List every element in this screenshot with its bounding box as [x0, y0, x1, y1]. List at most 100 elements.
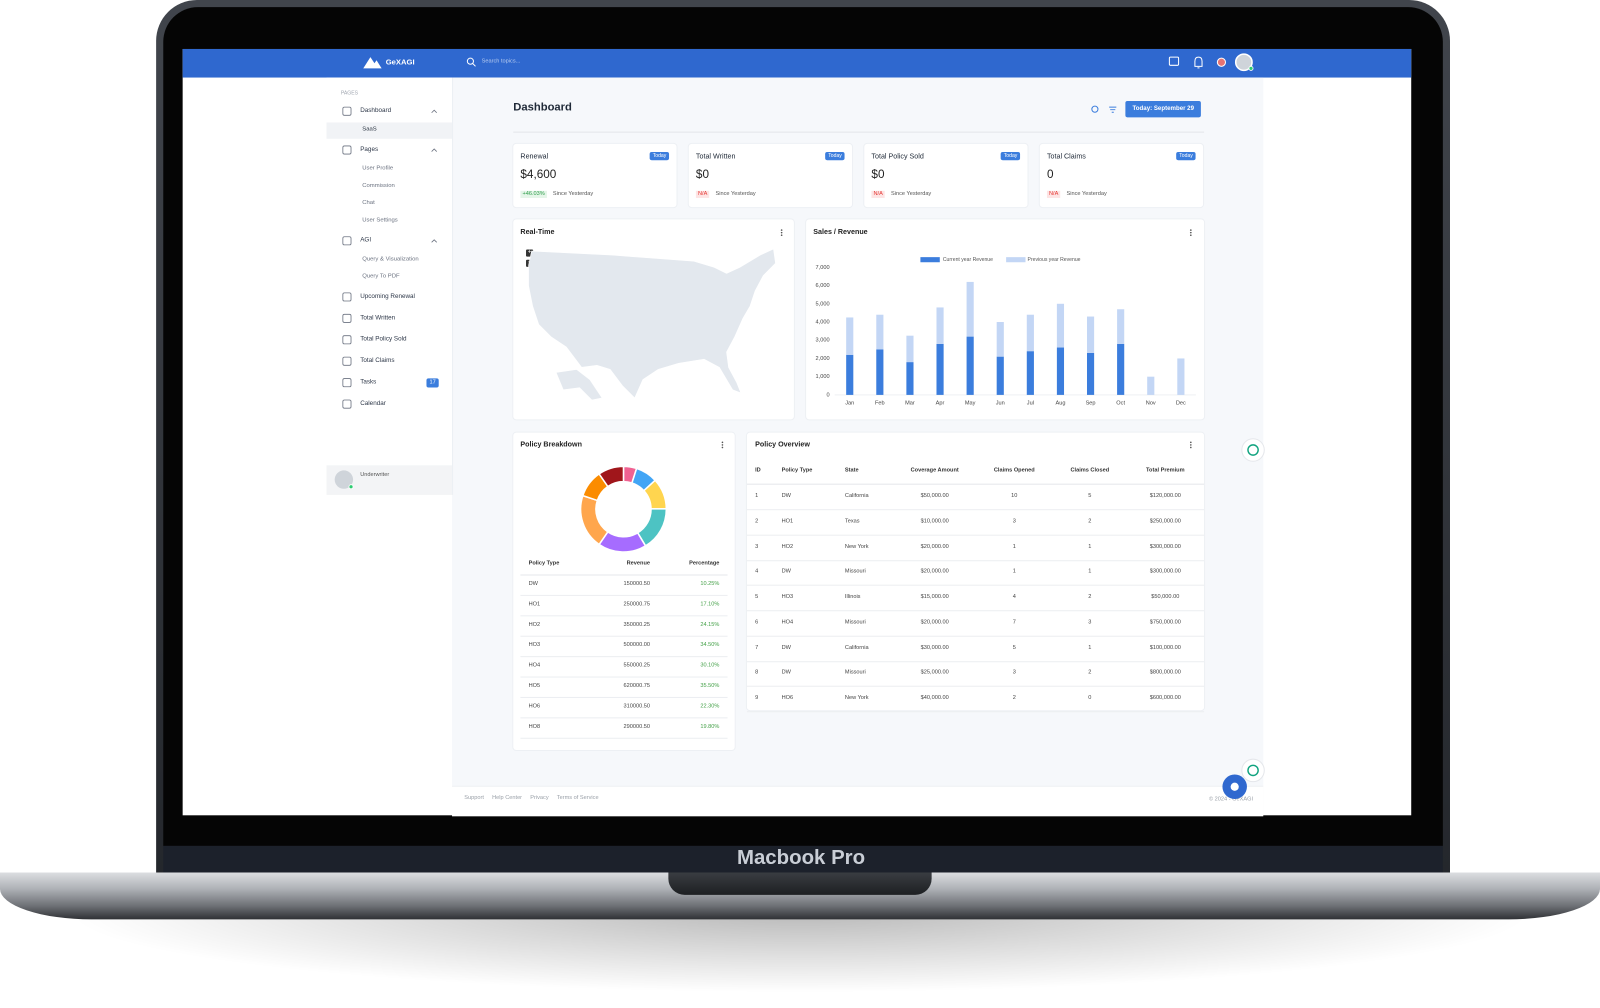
table-cell: 2	[1088, 594, 1092, 601]
table-header: Coverage Amount	[910, 467, 959, 474]
table-cell: $750,000.00	[1149, 619, 1181, 626]
nav-item[interactable]: Dashboard	[360, 107, 392, 115]
table-cell: 2	[1088, 669, 1092, 677]
table-header: Claims Closed	[1070, 467, 1110, 474]
table-cell: $20,000.00	[920, 619, 949, 626]
table-cell: 0	[1088, 695, 1092, 702]
footer-link[interactable]: Help Center	[492, 794, 523, 802]
table-cell: HO3	[781, 594, 794, 601]
overview-panel	[746, 432, 1205, 711]
table-rule	[746, 584, 1205, 586]
top-bar	[182, 48, 1412, 78]
table-header: ID	[755, 467, 761, 474]
table-cell: $300,000.00	[1149, 568, 1181, 575]
table-cell: 24.15%	[700, 621, 720, 628]
card-value: $4,600	[520, 168, 557, 181]
nav-subitem[interactable]: Commission	[362, 182, 395, 189]
card-change: N/A	[695, 190, 710, 199]
table-cell: 19.80%	[700, 723, 720, 730]
card-footer: N/A Since Yesterday	[871, 190, 1024, 199]
table-cell: HO4	[781, 619, 794, 626]
table-rule	[520, 574, 728, 576]
table-cell: 3	[1012, 518, 1016, 525]
table-rule	[520, 635, 728, 637]
nav-item[interactable]: Total Policy Sold	[360, 335, 407, 343]
table-cell: $30,000.00	[920, 644, 949, 651]
table-cell: 620000.75	[623, 682, 650, 690]
table-cell: $50,000.00	[920, 493, 949, 500]
stat-card	[688, 143, 853, 208]
table-cell: 500000.00	[623, 642, 650, 649]
nav-subitem[interactable]: SaaS	[362, 126, 377, 133]
search-input[interactable]: Search topics...	[481, 58, 521, 65]
table-cell: 35.50%	[700, 682, 720, 690]
table-cell: DW	[781, 493, 791, 500]
table-cell: HO5	[528, 682, 541, 690]
table-cell: HO2	[781, 543, 794, 550]
nav-item[interactable]: Calendar	[360, 399, 386, 408]
card-change: +46.03%	[520, 190, 547, 199]
nav-subitem[interactable]: User Settings	[362, 217, 398, 224]
table-cell: $600,000.00	[1149, 695, 1181, 702]
table-header: Percentage	[689, 560, 720, 567]
panel-title: Policy Breakdown	[520, 441, 582, 449]
table-cell: $120,000.00	[1149, 493, 1181, 500]
card-change: N/A	[1046, 190, 1061, 199]
table-rule	[520, 656, 728, 658]
table-rule	[746, 635, 1205, 637]
user-role: Underwriter	[360, 471, 390, 478]
nav-item[interactable]: AGI	[360, 236, 372, 244]
table-cell: HO6	[781, 695, 794, 702]
card-value: 0	[1046, 168, 1054, 181]
table-cell: 5	[755, 594, 759, 601]
table-cell: $15,000.00	[920, 594, 949, 601]
zoom-out-button[interactable]: −	[526, 259, 534, 267]
table-cell: California	[844, 493, 869, 500]
table-cell: DW	[781, 669, 791, 677]
sidebar	[326, 77, 454, 495]
footer-link[interactable]: Terms of Service	[556, 794, 599, 802]
nav-item[interactable]: Upcoming Renewal	[360, 292, 415, 300]
table-cell: $40,000.00	[920, 695, 949, 702]
table-rule	[746, 509, 1205, 511]
table-cell: $50,000.00	[1151, 594, 1180, 601]
footer-link[interactable]: Privacy	[530, 794, 549, 802]
brand-name[interactable]: GeXAGI	[385, 57, 415, 67]
card-value: $0	[695, 168, 709, 181]
laptop-shadow	[61, 911, 1539, 993]
panel-title: Policy Overview	[755, 441, 810, 449]
nav-subitem[interactable]: User Profile	[362, 165, 394, 172]
nav-item[interactable]: Tasks	[360, 378, 377, 386]
table-cell: 1	[1088, 568, 1092, 575]
table-cell: New York	[844, 543, 869, 550]
card-value: $0	[871, 168, 885, 181]
table-cell: HO2	[528, 621, 541, 628]
date-button[interactable]: Today: September 29	[1125, 101, 1202, 118]
nav-subitem[interactable]: Query To PDF	[362, 273, 400, 280]
card-footer: N/A Since Yesterday	[695, 190, 849, 199]
table-cell: 9	[755, 695, 759, 702]
zoom-in-button[interactable]: +	[526, 249, 534, 257]
table-cell: $25,000.00	[920, 669, 949, 677]
footer-link[interactable]: Support	[464, 794, 484, 802]
table-header: Policy Type	[781, 467, 813, 474]
table-header: Policy Type	[528, 560, 560, 567]
nav-subitem[interactable]: Chat	[362, 200, 375, 207]
table-cell: 350000.25	[623, 621, 650, 628]
table-cell: 2	[1012, 695, 1016, 702]
nav-item[interactable]: Total Written	[360, 314, 396, 322]
card-note: Since Yesterday	[715, 190, 756, 197]
page-title: Dashboard	[513, 101, 572, 114]
nav-item[interactable]: Total Claims	[360, 357, 395, 365]
table-cell: DW	[781, 568, 791, 575]
table-cell: 3	[1012, 669, 1016, 677]
nav-item[interactable]: Pages	[360, 145, 379, 153]
nav-subitem[interactable]: Query & Visualization	[362, 256, 419, 263]
table-cell: 1	[1012, 543, 1016, 550]
table-header: Claims Opened	[993, 467, 1035, 474]
sidebar-user-row	[326, 465, 453, 495]
table-rule	[520, 676, 728, 678]
table-cell: 5	[1012, 644, 1016, 651]
table-rule	[746, 483, 1205, 485]
